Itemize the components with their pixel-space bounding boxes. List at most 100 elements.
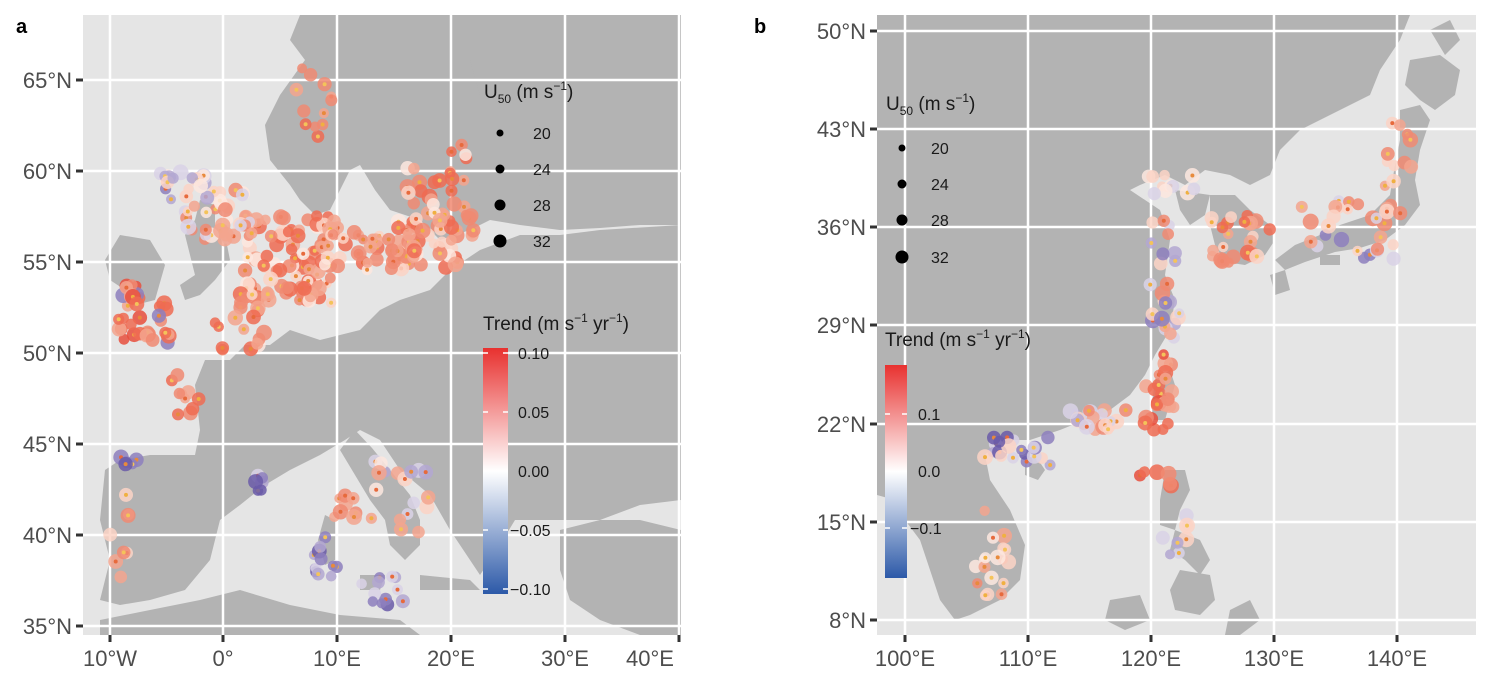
- station-core: [240, 192, 245, 197]
- station-marker: [217, 202, 233, 218]
- station-core: [461, 178, 466, 183]
- station-marker: [1388, 160, 1400, 172]
- station-core: [1156, 383, 1161, 387]
- station-core: [1408, 137, 1413, 142]
- station-core: [1161, 352, 1166, 357]
- station-core: [186, 224, 191, 229]
- station-core: [249, 231, 254, 236]
- station-core: [386, 237, 391, 242]
- station-core: [1226, 231, 1231, 236]
- station-core: [1161, 218, 1166, 223]
- station-core: [438, 227, 443, 231]
- x-tick-label: 100°E: [875, 646, 935, 671]
- station-core: [1003, 547, 1007, 552]
- color-legend-a: Trend (m s−1 yr−1) 0.10 0.05 0.00 −0.05 …: [483, 311, 629, 599]
- station-core: [245, 255, 250, 260]
- colorbar-label: −0.05: [510, 523, 551, 540]
- size-legend-value: 32: [533, 234, 551, 251]
- station-core: [269, 234, 274, 239]
- station-core: [1086, 408, 1091, 413]
- station-core: [432, 210, 437, 215]
- station-core: [1391, 179, 1396, 184]
- size-legend-b: U50 (m s−1) 20 24 28 32: [886, 91, 975, 267]
- station-marker: [426, 198, 440, 211]
- station-core: [1185, 523, 1189, 528]
- axis-ticks-b: [870, 29, 1399, 642]
- station-marker: [1157, 424, 1169, 435]
- station-core: [1245, 250, 1250, 255]
- station-core: [1032, 454, 1037, 459]
- station-core: [437, 218, 442, 223]
- station-core: [1374, 216, 1379, 221]
- station-marker: [1164, 327, 1177, 341]
- station-core: [395, 587, 400, 592]
- station-core: [369, 516, 374, 521]
- station-core: [297, 298, 302, 303]
- station-core: [406, 190, 411, 195]
- station-core: [1149, 241, 1154, 245]
- station-core: [405, 512, 410, 516]
- size-legend-value: 32: [931, 250, 949, 267]
- station-core: [1184, 537, 1189, 542]
- station-core: [316, 572, 321, 577]
- station-core: [1048, 463, 1053, 467]
- y-tick-label: 55°N: [23, 250, 72, 275]
- station-core: [1163, 376, 1168, 381]
- station-core: [462, 204, 466, 209]
- station-core: [1378, 235, 1383, 240]
- station-core: [989, 575, 994, 580]
- y-tick-labels-a: 65°N 60°N 55°N 50°N 45°N 40°N 35°N: [23, 68, 72, 639]
- station-core: [374, 487, 379, 492]
- station-marker: [1161, 392, 1175, 407]
- station-marker: [1386, 251, 1401, 266]
- station-marker: [1394, 119, 1406, 131]
- station-marker: [346, 225, 362, 240]
- x-tick-label: 30°E: [541, 646, 589, 671]
- station-core: [203, 227, 208, 232]
- station-core: [156, 313, 161, 318]
- station-marker: [125, 318, 137, 330]
- station-core: [185, 209, 190, 214]
- station-core: [325, 255, 330, 260]
- colorbar-label: 0.1: [918, 407, 940, 424]
- station-core: [320, 122, 325, 127]
- station-core: [211, 189, 216, 194]
- panel-a-label: a: [16, 16, 28, 38]
- size-legend-title: U50 (m s−1): [484, 79, 573, 106]
- y-tick-label: 35°N: [23, 614, 72, 639]
- station-core: [1355, 248, 1360, 253]
- station-core: [233, 315, 238, 320]
- station-core: [293, 274, 298, 279]
- station-core: [331, 563, 335, 568]
- station-core: [184, 194, 189, 199]
- y-tick-label: 50°N: [23, 341, 72, 366]
- station-marker: [1263, 223, 1276, 236]
- station-marker: [314, 541, 327, 553]
- station-core: [1308, 239, 1313, 244]
- station-core: [204, 210, 209, 215]
- station-core: [471, 228, 476, 233]
- station-core: [176, 412, 180, 417]
- station-core: [1177, 311, 1182, 316]
- station-core: [402, 477, 407, 481]
- station-marker: [443, 219, 459, 235]
- station-marker: [314, 552, 328, 566]
- axis-ticks-a: [76, 78, 681, 642]
- station-core: [126, 513, 131, 518]
- station-core: [351, 496, 356, 501]
- size-legend-a: U50 (m s−1) 20 24 28 32: [484, 79, 573, 251]
- station-core: [1173, 258, 1178, 263]
- station-marker: [447, 256, 464, 273]
- station-marker: [1146, 216, 1159, 229]
- station-core: [1011, 455, 1015, 460]
- station-marker: [369, 252, 384, 267]
- station-marker: [372, 575, 385, 589]
- colorbar-label: 0.0: [918, 464, 940, 481]
- station-core: [991, 535, 995, 540]
- station-marker: [356, 578, 367, 590]
- station-marker: [285, 243, 298, 256]
- station-marker: [303, 68, 318, 82]
- station-core: [315, 134, 320, 139]
- station-marker: [276, 210, 291, 226]
- station-marker: [319, 258, 331, 271]
